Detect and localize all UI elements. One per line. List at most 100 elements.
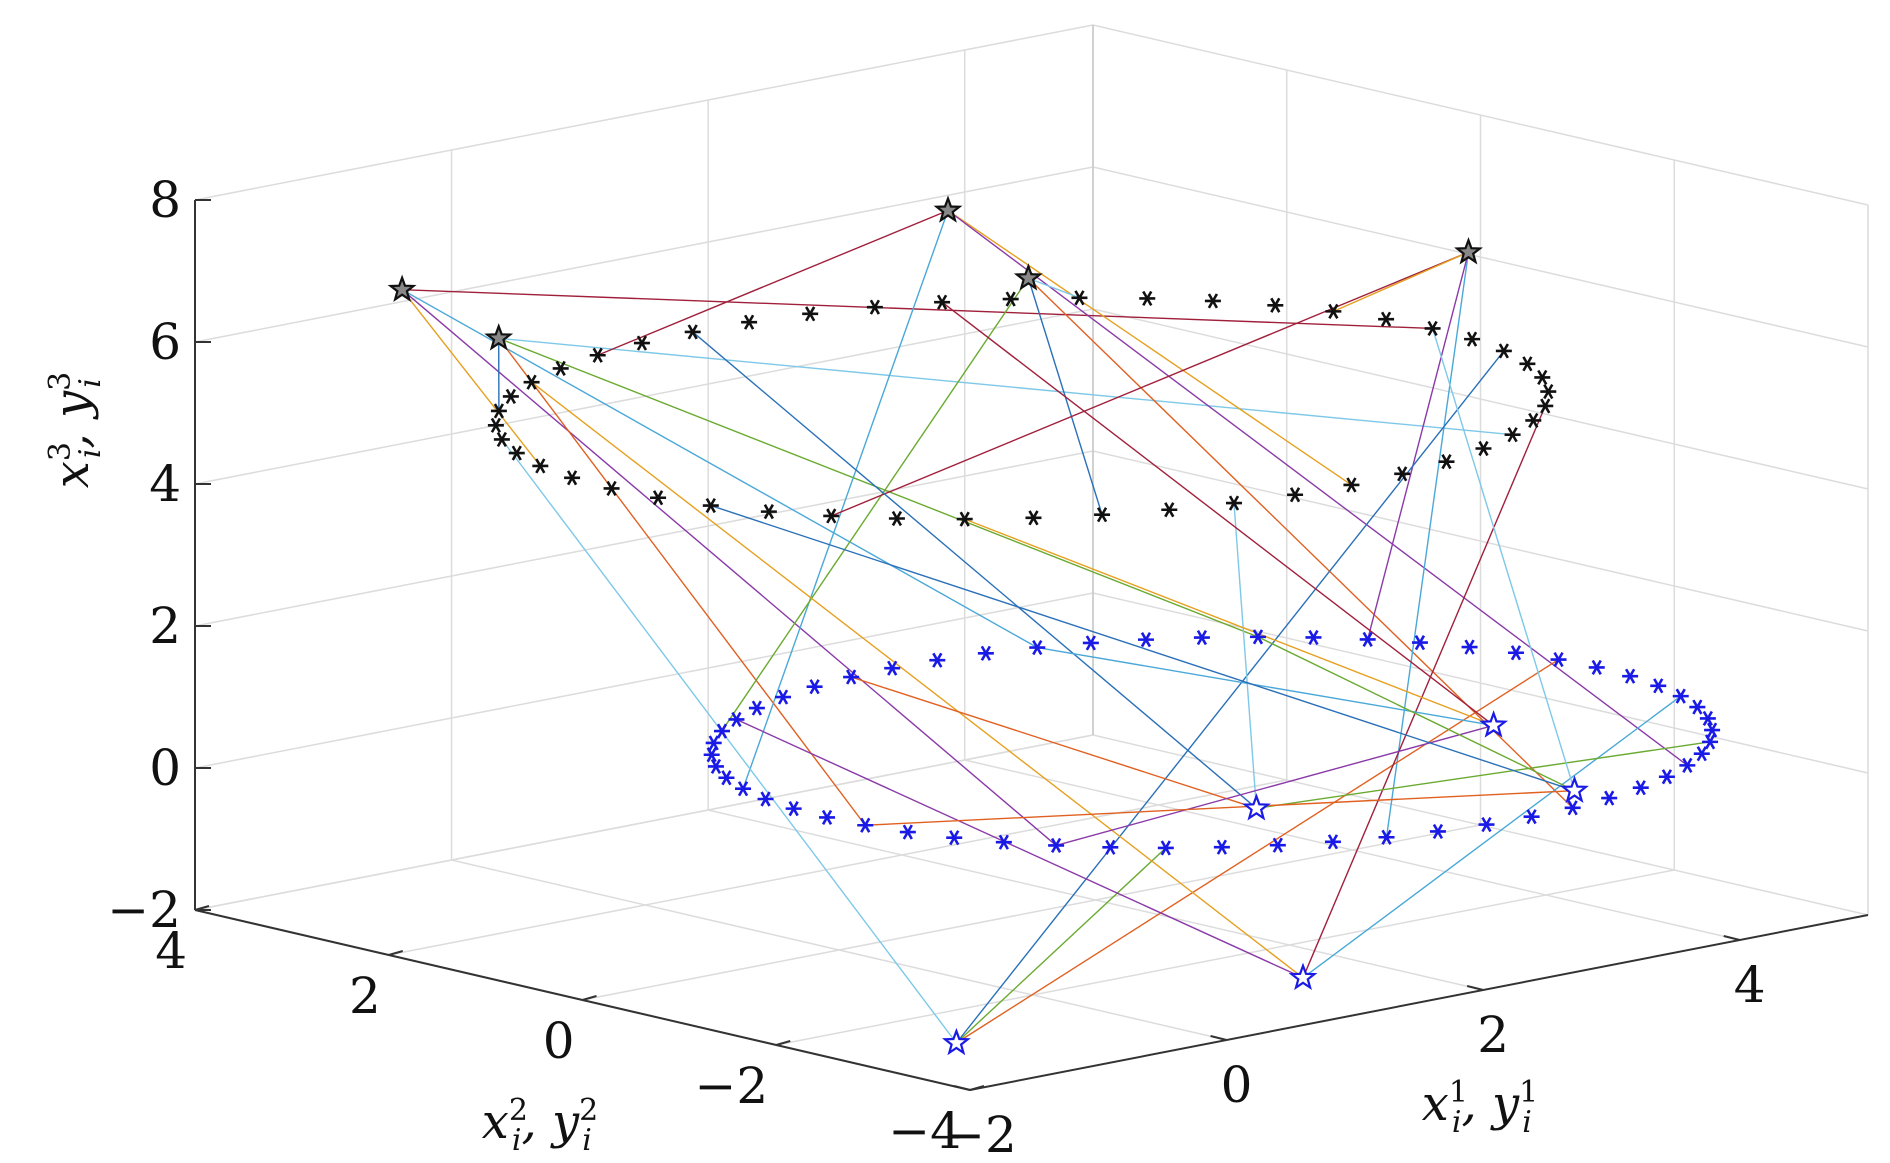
upper-formation-point bbox=[1537, 398, 1554, 414]
lower-formation-point bbox=[843, 669, 860, 685]
x-tick-label: 2 bbox=[1477, 1006, 1509, 1064]
lower-formation-point bbox=[757, 791, 774, 807]
upper-formation-point bbox=[564, 470, 581, 486]
start-point-blue bbox=[1288, 962, 1318, 991]
lower-formation-point bbox=[1378, 829, 1395, 845]
z-tick-label: −2 bbox=[107, 881, 181, 939]
upper-formation-point bbox=[1394, 466, 1411, 482]
upper-formation-point bbox=[1343, 477, 1360, 493]
upper-formation-point bbox=[1139, 290, 1156, 306]
z-axis-label: x3i, y3i bbox=[43, 372, 108, 489]
trajectory-line bbox=[710, 504, 1575, 792]
upper-formation-point bbox=[1071, 290, 1088, 306]
lower-formation-point bbox=[819, 809, 836, 825]
trajectory-line bbox=[1366, 252, 1470, 640]
trajectory-line bbox=[955, 847, 1167, 1044]
upper-formation-point bbox=[589, 347, 606, 363]
trajectory-line bbox=[736, 718, 1304, 979]
upper-formation-point bbox=[1002, 291, 1019, 307]
upper-formation-point bbox=[633, 335, 650, 351]
trajectory-line bbox=[498, 337, 1513, 436]
x-tick-label: 4 bbox=[1734, 956, 1766, 1014]
lower-formation-point bbox=[1672, 688, 1689, 704]
grid-line-y bbox=[776, 869, 1675, 1046]
trajectory-line bbox=[1333, 251, 1469, 313]
lower-formation-point bbox=[857, 817, 874, 833]
trajectory-line bbox=[402, 289, 1433, 330]
trajectory-line bbox=[1055, 724, 1494, 847]
lower-formation-point bbox=[1704, 722, 1721, 738]
start-point-black bbox=[387, 274, 417, 302]
upper-formation-point bbox=[490, 403, 507, 419]
trajectory-line bbox=[850, 676, 1257, 809]
start-point-blue bbox=[1241, 793, 1271, 821]
upper-formation-point bbox=[956, 511, 973, 527]
trajectory-line bbox=[964, 518, 1494, 727]
lower-formation-point bbox=[1429, 823, 1446, 840]
lower-formation-point bbox=[1689, 699, 1706, 715]
lower-formation-point bbox=[899, 824, 916, 840]
trajectory-line bbox=[531, 381, 1304, 979]
lower-formation-point bbox=[929, 652, 946, 668]
grid-line-z bbox=[194, 166, 1094, 343]
lower-formation-point bbox=[806, 679, 823, 695]
upper-formation-point bbox=[1464, 331, 1481, 347]
trajectory-line bbox=[1027, 277, 1574, 809]
lower-formation-point bbox=[977, 645, 994, 661]
upper-formation-point bbox=[1287, 487, 1304, 503]
lower-formation-point bbox=[707, 758, 724, 774]
lower-formation-point bbox=[1269, 837, 1286, 853]
trajectory-line bbox=[941, 301, 1495, 726]
grid-line-z bbox=[194, 592, 1094, 769]
lower-formation-point bbox=[1702, 734, 1719, 750]
upper-formation-point bbox=[1325, 303, 1342, 319]
trajectory-line bbox=[1302, 405, 1546, 979]
upper-formation-point bbox=[1438, 454, 1455, 470]
trajectory-line bbox=[597, 209, 949, 356]
lower-formation-point bbox=[1550, 651, 1567, 668]
lower-formation-point bbox=[718, 770, 735, 786]
y-tick bbox=[775, 1040, 791, 1046]
upper-formation-point bbox=[1540, 383, 1557, 400]
lower-formation-point bbox=[1249, 629, 1266, 645]
upper-formation-point bbox=[888, 510, 905, 527]
x-tick bbox=[953, 1085, 971, 1091]
trajectory-line bbox=[401, 289, 1057, 846]
trajectory-line bbox=[401, 289, 541, 467]
trajectory-line bbox=[947, 209, 1688, 766]
trajectory-line bbox=[1431, 328, 1576, 791]
start-point-blue bbox=[941, 1027, 971, 1056]
trajectory-line bbox=[498, 337, 1259, 638]
lower-formation-point bbox=[1411, 635, 1428, 651]
lower-formation-point bbox=[1650, 678, 1667, 694]
axes bbox=[194, 199, 1869, 1091]
trajectory-line bbox=[1302, 695, 1682, 979]
upper-formation-point bbox=[1424, 320, 1441, 337]
lower-formation-point bbox=[1305, 629, 1322, 646]
trajectory-line bbox=[1257, 636, 1575, 792]
lower-formation-point bbox=[1213, 839, 1230, 855]
upper-formation-point bbox=[741, 314, 758, 330]
lower-formation-point bbox=[1588, 659, 1605, 675]
upper-formation-point bbox=[1378, 311, 1395, 327]
lower-formation-point bbox=[995, 834, 1012, 850]
upper-formation-point bbox=[502, 388, 519, 405]
upper-formation-point bbox=[508, 445, 525, 461]
grid-line-z bbox=[194, 450, 1094, 627]
lower-formation-point bbox=[1507, 645, 1524, 661]
trajectories bbox=[401, 209, 1711, 1044]
lower-formation-point bbox=[1601, 790, 1618, 806]
lower-formation-point bbox=[1699, 710, 1716, 726]
y-axis-label: x2 i, y2 i bbox=[482, 1093, 599, 1158]
lower-formation-point bbox=[775, 689, 792, 705]
trajectory-line bbox=[956, 658, 1559, 1044]
lower-formation-point bbox=[1693, 746, 1710, 762]
lower-formation-point bbox=[735, 781, 752, 797]
upper-formation-point bbox=[934, 294, 951, 310]
lower-formation-point bbox=[1461, 639, 1478, 655]
upper-formation-point bbox=[823, 508, 840, 524]
y-tick-label: 4 bbox=[155, 922, 187, 980]
x-tick bbox=[1466, 985, 1484, 991]
upper-formation-point bbox=[760, 504, 777, 520]
